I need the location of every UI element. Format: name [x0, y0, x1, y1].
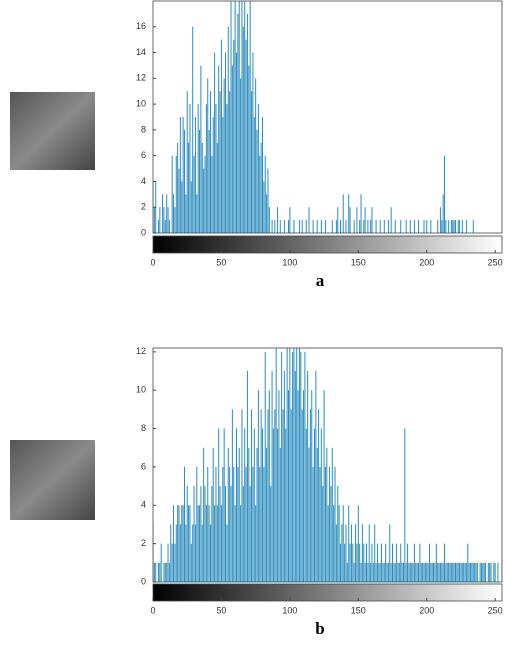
face-image: [10, 92, 95, 170]
x-tick-label: 200: [419, 605, 434, 615]
x-tick-label: 250: [488, 605, 503, 615]
y-tick-label: 10: [136, 98, 146, 108]
y-tick-label: 0: [141, 227, 146, 237]
axes-box: [152, 0, 503, 234]
x-tick-label: 100: [282, 257, 297, 267]
face-image: [10, 440, 95, 520]
y-tick-label: 4: [141, 500, 146, 510]
y-tick-label: 8: [141, 423, 146, 433]
y-tick-label: 14: [136, 47, 146, 57]
axes-box: [152, 347, 503, 583]
panel-caption: a: [316, 271, 325, 290]
y-tick-label: 12: [136, 73, 146, 83]
y-tick-label: 0: [141, 576, 146, 586]
plot-area: [153, 348, 502, 582]
x-tick-label: 100: [282, 605, 297, 615]
y-tick-label: 2: [141, 538, 146, 548]
x-tick-label: 250: [488, 257, 503, 267]
y-tick-label: 2: [141, 202, 146, 212]
y-tick-label: 4: [141, 176, 146, 186]
x-tick-label: 0: [150, 605, 155, 615]
x-tick-label: 200: [419, 257, 434, 267]
y-tick-label: 10: [136, 385, 146, 395]
y-tick-label: 6: [141, 461, 146, 471]
colorbar: [152, 235, 503, 254]
colorbar: [152, 583, 503, 602]
x-tick-label: 50: [216, 257, 226, 267]
y-tick-label: 16: [136, 21, 146, 31]
panel-caption: b: [315, 619, 324, 638]
x-tick-label: 0: [150, 257, 155, 267]
x-tick-label: 150: [351, 605, 366, 615]
y-tick-label: 8: [141, 124, 146, 134]
x-tick-label: 150: [351, 257, 366, 267]
y-tick-label: 6: [141, 150, 146, 160]
x-tick-label: 50: [216, 605, 226, 615]
plot-area: [153, 1, 474, 233]
y-tick-label: 12: [136, 346, 146, 356]
